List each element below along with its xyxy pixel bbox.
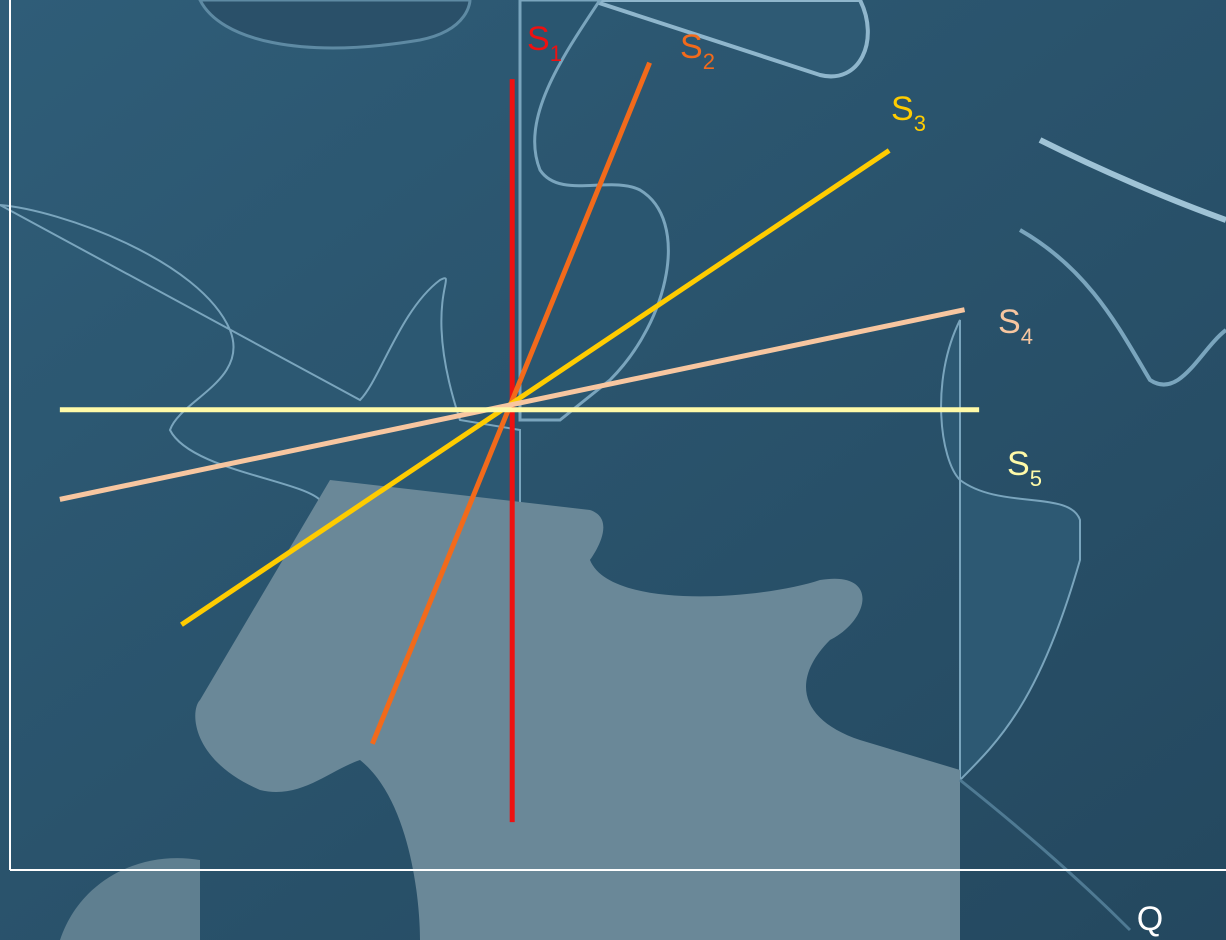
curve-label-s4: S4 bbox=[998, 303, 1033, 349]
curve-label-subscript: 5 bbox=[1030, 466, 1042, 491]
supply-curves bbox=[59, 61, 980, 823]
curve-label-s5: S5 bbox=[1007, 445, 1042, 491]
x-axis-label: Q bbox=[1137, 900, 1163, 938]
supply-curve-s4 bbox=[59, 307, 966, 502]
supply-curve-s3 bbox=[180, 148, 891, 627]
curve-label-letter: S bbox=[527, 20, 550, 58]
curve-label-letter: S bbox=[891, 90, 914, 128]
curve-label-s1: S1 bbox=[527, 20, 562, 66]
curve-label-s3: S3 bbox=[891, 90, 926, 136]
curve-label-s2: S2 bbox=[680, 28, 715, 74]
axes bbox=[9, 0, 1226, 871]
curve-label-letter: S bbox=[1007, 445, 1030, 483]
curve-label-subscript: 1 bbox=[550, 41, 562, 66]
curve-label-letter: S bbox=[998, 303, 1021, 341]
curve-label-subscript: 4 bbox=[1021, 324, 1033, 349]
curve-label-letter: S bbox=[680, 28, 703, 66]
curve-label-subscript: 2 bbox=[703, 49, 715, 74]
curve-label-subscript: 3 bbox=[914, 111, 926, 136]
